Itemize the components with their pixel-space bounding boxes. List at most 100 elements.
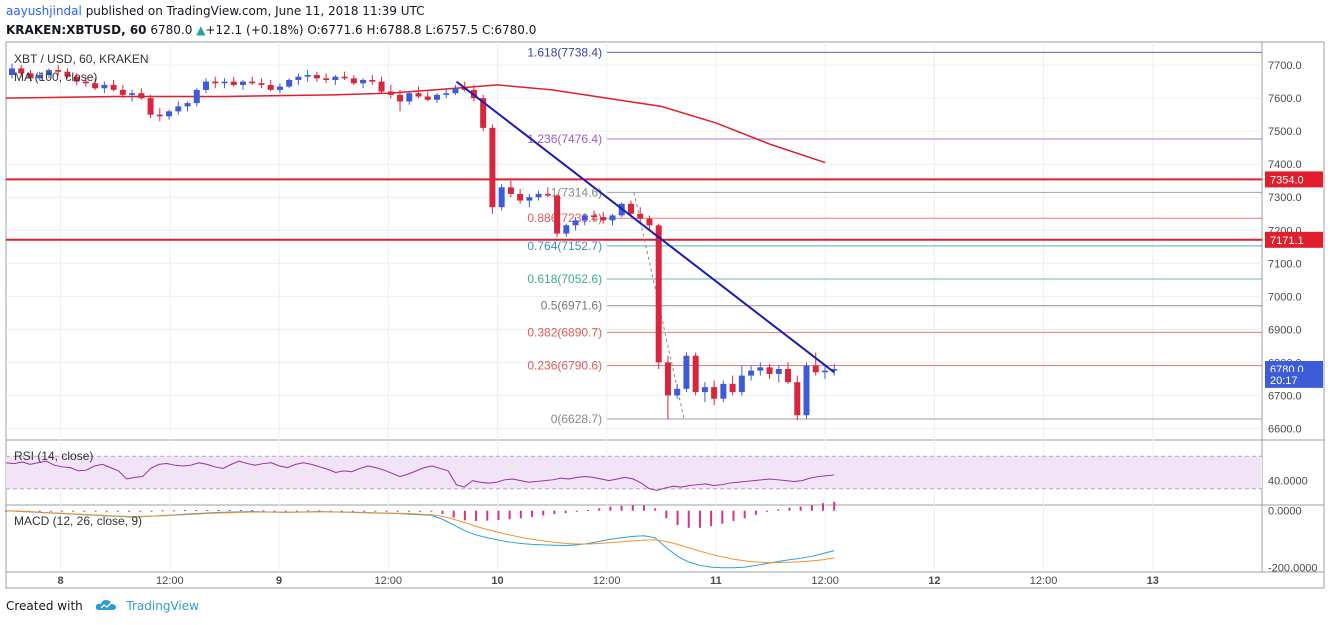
close-label: C: [481,23,495,37]
macd-histogram-bar [810,505,813,511]
candle-body [600,217,607,221]
price-tick-label: 7600.0 [1268,93,1302,105]
macd-histogram-bar [38,510,41,512]
price-badge [1265,171,1323,188]
macd-histogram-bar [698,510,701,528]
publish-line: aayushjindal published on TradingView.co… [6,4,425,18]
candle-body [443,93,450,95]
macd-histogram-bar [407,510,410,512]
time-tick-label: 13 [1147,575,1159,587]
candle-body [489,127,496,208]
candle-body [203,81,210,90]
macd-histogram-bar [833,501,836,511]
candle-body [406,93,413,102]
candle-body [156,114,163,117]
candle-body [64,71,71,77]
ma-label: MA (100, close) [14,70,97,84]
fib-level-label: 1.618(7738.4) [527,45,602,59]
macd-histogram-bar [631,505,634,511]
chart-frame [5,41,1325,589]
candle-body [720,383,727,399]
candle-body [249,81,256,84]
rsi-band [6,456,1262,489]
author-link[interactable]: aayushjindal [6,4,82,18]
candle-body [794,382,801,416]
candle-body [609,215,616,221]
candle-body [175,106,182,112]
fib-level-label: 0.382(6890.7) [527,325,602,339]
candle-body [729,383,736,393]
low-label: L: [425,23,437,37]
up-arrow-icon: ▲ [196,23,206,37]
candle-body [193,89,200,104]
candle-body [18,68,25,74]
fib-level-label: 1(7314.6) [551,185,602,199]
candle-body [507,187,514,194]
candle-body [286,79,293,87]
candle-body [378,81,385,92]
open-label: O: [307,23,321,37]
candle-body [452,88,459,94]
macd-label: MACD (12, 26, close, 9) [14,514,142,528]
fib-level-label: 0.236(6790.6) [527,358,602,372]
candle-body [341,76,348,79]
macd-histogram-bar [385,510,388,512]
candle-body [239,81,246,85]
time-tick-label: 12:00 [593,575,621,587]
macd-histogram-bar [49,510,52,512]
time-tick-label: 10 [491,575,503,587]
macd-histogram-bar [497,510,500,520]
candle-body [27,73,34,79]
candle-body [55,70,62,72]
candle-body [258,83,265,85]
price-tick-label: 7400.0 [1268,159,1302,171]
candle-body [738,375,745,393]
candle-body [9,68,15,76]
price-tick-label: 6600.0 [1268,423,1302,435]
open-value: 6771.6 [320,23,363,37]
candle-body [73,76,80,82]
published-text: published on TradingView.com, June 11, 2… [85,4,425,18]
candle-body [304,75,311,77]
candle-body [766,367,773,374]
time-tick-label: 11 [710,575,722,587]
macd-histogram-bar [105,510,108,512]
macd-histogram-bar [273,510,276,512]
macd-histogram-bar [217,510,220,512]
change-text: +12.1 (+0.18%) [205,23,304,37]
candle-body [184,103,191,107]
candle-body [572,220,579,226]
rsi-line [5,460,835,491]
macd-histogram-bar [777,509,780,511]
candle-body [701,387,708,393]
macd-histogram-bar [598,508,601,511]
candle-body [812,365,819,373]
candle-body [785,368,792,383]
candle-body [526,197,533,201]
macd-histogram-bar [687,510,690,528]
price-tick-label: 7100.0 [1268,258,1302,270]
candle-body [119,89,126,95]
fib-level-label: 1.236(7476.4) [527,132,602,146]
candle-body [129,93,136,95]
candle-body [627,203,634,214]
macd-histogram-bar [94,510,97,512]
macd-histogram-bar [620,505,623,511]
candle-body [166,111,173,117]
macd-histogram-bar [743,510,746,519]
candle-body [295,76,302,80]
macd-histogram-bar [139,510,142,512]
macd-histogram-bar [396,510,399,512]
candle-body [433,94,440,100]
macd-histogram-bar [262,510,265,512]
macd-histogram-bar [284,510,287,512]
macd-histogram-bar [822,503,825,511]
tradingview-brand-link[interactable]: TradingView [126,599,199,613]
fib-level-label: 0.618(7052.6) [527,272,602,286]
macd-histogram-bar [441,510,444,515]
high-label: H: [366,23,380,37]
candle-body [101,84,108,89]
macd-histogram-bar [575,510,578,512]
macd-histogram-bar [508,510,511,520]
